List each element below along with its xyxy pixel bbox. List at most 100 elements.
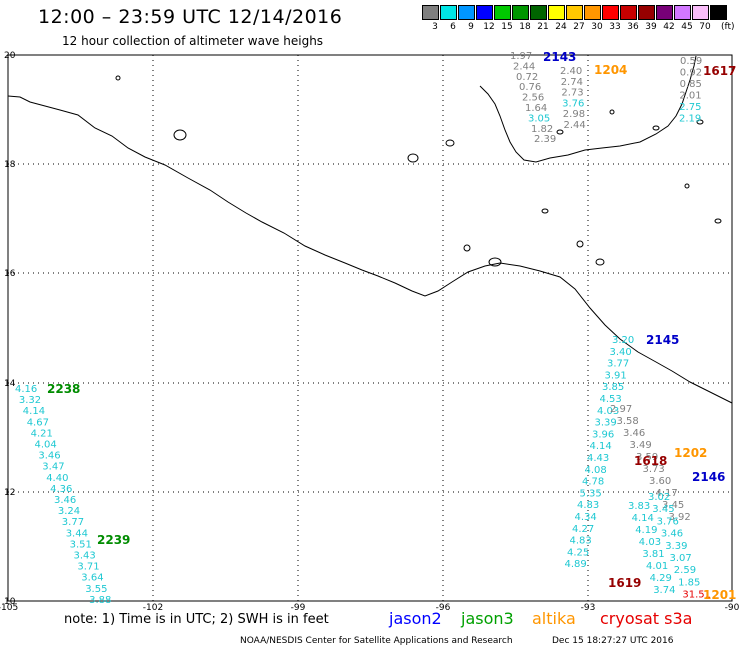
wave-height-value: 1.82 [531, 124, 553, 135]
wave-height-value: 2.75 [679, 102, 701, 113]
wave-height-value: 2.56 [522, 93, 544, 104]
wave-height-value: 0.76 [519, 82, 541, 93]
footer-note: note: 1) Time is in UTC; 2) SWH is in fe… [64, 612, 329, 627]
wave-height-value: 3.91 [605, 370, 627, 381]
island [115, 75, 121, 81]
wave-height-value: 4.53 [600, 394, 622, 405]
wave-height-value: 3.74 [653, 585, 675, 596]
wave-height-value: 3.45 [662, 500, 684, 511]
legend-swatch [566, 5, 583, 20]
track-1618: 2.973.583.463.493.593.733.604.173.453.92… [610, 404, 691, 523]
latitude-label: 12 [4, 488, 15, 498]
wave-height-value: 2.19 [679, 114, 701, 125]
wave-height-value: 3.92 [669, 512, 691, 523]
wave-height-value: 3.43 [74, 551, 96, 562]
wave-height-value: 5.35 [580, 488, 602, 499]
island [463, 244, 471, 252]
track-time-label: 1201 [703, 588, 736, 602]
longitude-label: -93 [581, 603, 596, 613]
wave-height-value: 31.51 [682, 590, 711, 601]
latitude-label: 16 [4, 269, 16, 279]
island [407, 153, 419, 163]
legend-swatch [674, 5, 691, 20]
legend-tick-label: 39 [645, 22, 657, 32]
satellite-name: altika [532, 609, 576, 628]
wave-height-value: 3.64 [81, 573, 103, 584]
island [541, 208, 549, 214]
map-frame [7, 54, 733, 602]
track-1617: 0.590.920.852.012.752.19 1617 [679, 56, 736, 125]
wave-height-value: 3.55 [85, 584, 107, 595]
wave-height-value: 0.59 [680, 56, 702, 67]
wave-height-value: 3.77 [607, 359, 629, 370]
wave-height-value: 4.89 [565, 559, 587, 570]
wave-height-value: 4.25 [567, 547, 589, 558]
wave-height-value: 2.97 [610, 404, 632, 415]
wave-height-value: 3.51 [70, 539, 92, 550]
wave-height-value: 3.76 [562, 98, 584, 109]
wave-height-value: 3.47 [42, 462, 64, 473]
wave-height-value: 3.77 [62, 517, 84, 528]
wave-height-value: 3.02 [648, 492, 670, 503]
island [609, 109, 615, 115]
wave-height-value: 1.64 [525, 103, 547, 114]
wave-height-value: 3.39 [665, 541, 687, 552]
wave-height-value: 3.58 [617, 416, 639, 427]
track-time-label: 2145 [646, 333, 679, 347]
credit-text: NOAA/NESDIS Center for Satellite Applica… [240, 636, 513, 646]
wave-height-value: 2.44 [513, 61, 535, 72]
wave-height-value: 2.44 [564, 120, 586, 131]
wave-height-value: 0.85 [680, 79, 702, 90]
legend-swatch [584, 5, 601, 20]
legend-swatch [530, 5, 547, 20]
wave-height-value: 4.83 [577, 500, 599, 511]
wave-height-value: 0.72 [516, 72, 538, 83]
track-1202: 3.023.453.763.463.393.072.591.8531.51120… [648, 446, 711, 601]
track-2238: 4.163.324.144.674.214.043.463.474.404.36… [15, 382, 111, 606]
latitude-label: 14 [4, 379, 16, 389]
wave-height-value: 4.29 [650, 573, 672, 584]
wave-height-value: 4.67 [27, 417, 49, 428]
wave-height-value: 4.08 [585, 465, 607, 476]
legend-swatch [656, 5, 673, 20]
wave-height-value: 3.05 [528, 113, 550, 124]
satellite-tracks: 4.163.324.144.674.214.043.463.474.404.36… [15, 50, 736, 606]
island [696, 119, 704, 125]
wave-height-value: 4.43 [587, 453, 609, 464]
wave-height-value: 3.49 [630, 440, 652, 451]
legend-tick-label: 6 [450, 22, 456, 32]
track-time-label: 2238 [47, 382, 80, 396]
longitude-label: -99 [291, 603, 306, 613]
wave-height-value: 4.14 [590, 441, 612, 452]
legend-tick-label: 42 [663, 22, 675, 32]
track-2143: 1.972.440.720.762.561.643.051.822.39 2143 [510, 50, 576, 145]
wave-height-value: 3.24 [58, 506, 80, 517]
wave-height-value: 3.81 [642, 549, 664, 560]
wave-height-value: 3.45 [652, 504, 674, 515]
legend-tick-label: 24 [555, 22, 567, 32]
wave-height-value: 4.36 [50, 484, 72, 495]
wave-height-value: 2.73 [561, 88, 583, 99]
wave-height-value: 3.46 [623, 428, 645, 439]
legend-swatch [512, 5, 529, 20]
legend-swatch [440, 5, 457, 20]
wave-height-value: 4.03 [597, 406, 619, 417]
legend-swatch [638, 5, 655, 20]
islands [115, 75, 722, 267]
yucatan-coastline [479, 55, 697, 163]
wave-height-value: 2.39 [534, 134, 556, 145]
satellite-name: cryosat s3a [600, 609, 693, 628]
legend-tick-label: 36 [627, 22, 639, 32]
island [652, 125, 660, 131]
track-2145: 3.203.403.773.913.854.534.033.393.964.14… [565, 333, 680, 570]
legend-tick-label: 33 [609, 22, 621, 32]
wave-height-value: 3.76 [657, 516, 679, 527]
track-1204: 2.402.742.733.762.982.44 1204 [560, 63, 627, 131]
track-time-label: 1202 [674, 446, 707, 460]
legend-tick-label: 70 [699, 22, 711, 32]
wave-height-value: 4.17 [656, 488, 678, 499]
track-time-label: 1617 [703, 64, 736, 78]
island [684, 183, 690, 189]
